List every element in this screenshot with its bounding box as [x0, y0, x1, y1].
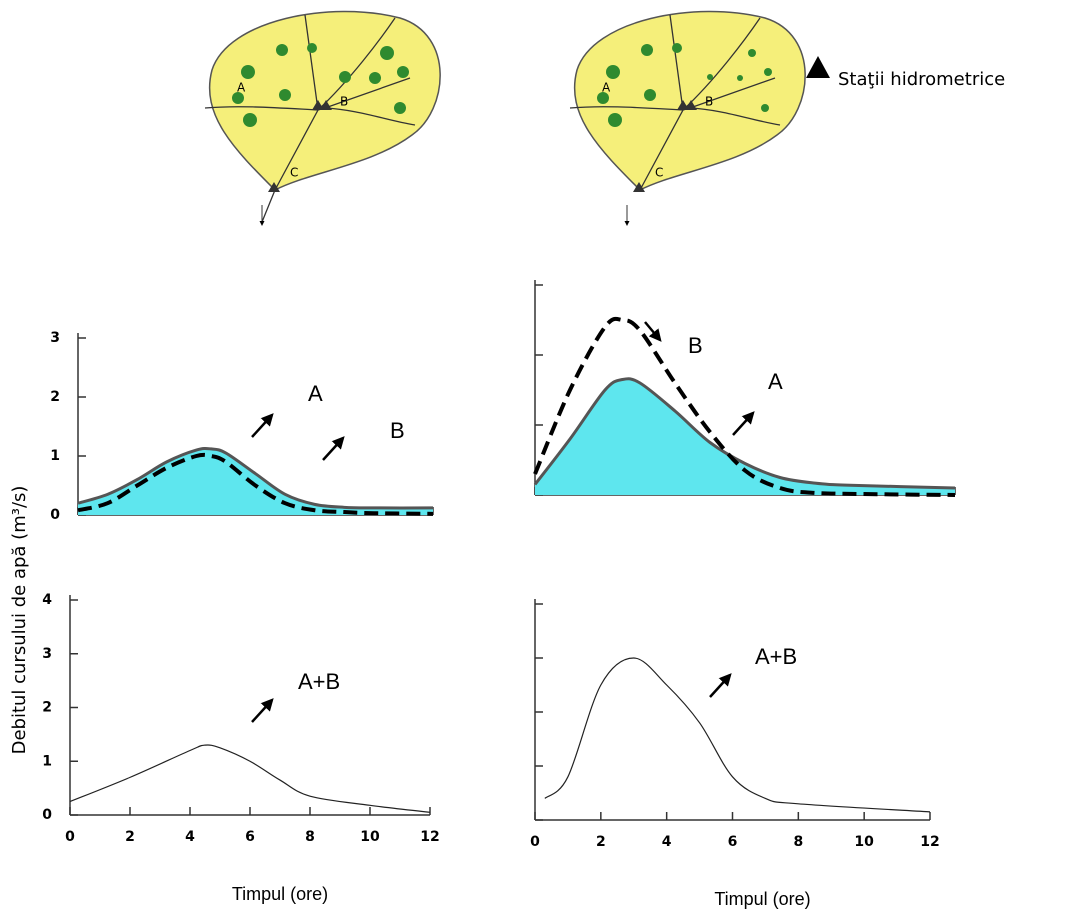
x-tick-label: 6 — [245, 829, 255, 845]
y-tick-label: 0 — [42, 807, 52, 823]
x-tick-label: 6 — [728, 834, 738, 850]
stations — [268, 100, 332, 192]
x-tick-label: 2 — [596, 834, 606, 850]
map-label: A — [237, 81, 246, 95]
x-tick-label: 10 — [854, 834, 874, 850]
legend-label: Staţii hidrometrice — [838, 69, 1005, 90]
trees — [232, 43, 409, 127]
annotation-arrow — [322, 436, 345, 461]
line — [533, 377, 956, 490]
x-tick-label: 0 — [530, 834, 540, 850]
y-tick-label: 3 — [50, 330, 60, 346]
basin — [208, 10, 441, 191]
series-label: A — [768, 369, 783, 394]
basin — [573, 10, 806, 191]
annotation-arrow — [732, 411, 755, 436]
line — [533, 316, 956, 497]
x-tick-label: 12 — [920, 834, 939, 850]
map-label: C — [290, 166, 298, 180]
annotation-arrow — [709, 673, 732, 698]
x-tick-label: 12 — [420, 829, 439, 845]
x-tick-label: 8 — [793, 834, 803, 850]
y-tick-label: 4 — [42, 592, 52, 608]
series-label: A+B — [298, 669, 340, 694]
watershed-map: A B C — [204, 10, 441, 226]
series-label: B — [390, 418, 405, 443]
map-label: B — [340, 95, 348, 109]
x-axis-label: Timpul (ore) — [232, 884, 328, 904]
area — [535, 378, 955, 495]
x-tick-label: 10 — [360, 829, 380, 845]
y-tick-label: 1 — [50, 448, 60, 464]
annotation-arrow — [644, 321, 662, 342]
series-label: B — [688, 333, 703, 358]
annotation-arrow — [251, 698, 274, 723]
x-tick-label: 4 — [185, 829, 195, 845]
watershed-map: A B C — [569, 10, 806, 226]
y-tick-label: 0 — [50, 507, 60, 523]
series-label: A+B — [755, 644, 797, 669]
legend-symbol — [806, 56, 830, 78]
annotation-arrow — [251, 413, 274, 438]
x-axis-label: Timpul (ore) — [714, 889, 810, 909]
stations — [633, 100, 697, 192]
trees — [597, 43, 772, 127]
y-tick-label: 1 — [42, 753, 52, 769]
map-label: A — [602, 81, 611, 95]
map-label: C — [655, 166, 663, 180]
line — [77, 452, 434, 516]
x-tick-label: 4 — [662, 834, 672, 850]
area — [78, 448, 433, 515]
y-axis-label: Debitul cursului de apă (m³/s) — [9, 486, 30, 755]
x-tick-label: 8 — [305, 829, 315, 845]
y-tick-label: 2 — [42, 700, 52, 716]
line — [77, 447, 434, 510]
map-label: B — [705, 95, 713, 109]
y-tick-label: 3 — [42, 646, 52, 662]
y-tick-label: 2 — [50, 389, 60, 405]
x-tick-label: 0 — [65, 829, 75, 845]
x-tick-label: 2 — [125, 829, 135, 845]
line — [544, 657, 931, 813]
line — [69, 744, 431, 813]
series-label: A — [308, 381, 323, 406]
